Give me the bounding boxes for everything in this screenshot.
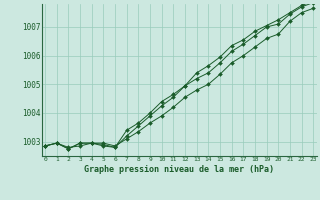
X-axis label: Graphe pression niveau de la mer (hPa): Graphe pression niveau de la mer (hPa) <box>84 165 274 174</box>
